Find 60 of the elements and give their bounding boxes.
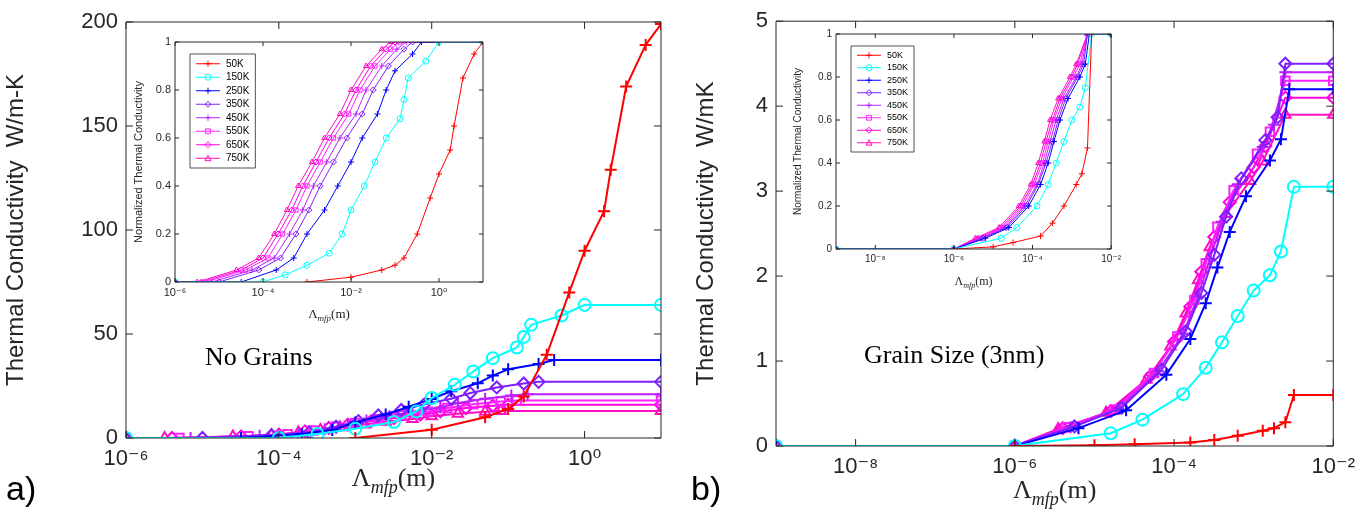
y-tick-label: 1 <box>164 35 171 48</box>
legend-label: 750K <box>226 152 250 163</box>
legend-label: 650K <box>887 124 909 135</box>
x-tick-label: 10⁰ <box>567 445 602 471</box>
x-tick-label: 10⁻² <box>1101 252 1122 264</box>
x-tick-label: 10⁻⁴ <box>256 445 302 471</box>
legend-label: 350K <box>887 87 909 98</box>
y-tick-label: 4 <box>755 92 768 118</box>
x-tick-label: 10⁻² <box>340 285 363 298</box>
y-tick-label: 5 <box>755 7 768 33</box>
legend-label: 550K <box>226 125 250 136</box>
y-axis-title: Thermal Conductivity W/mK <box>691 81 719 386</box>
text: b) <box>691 469 722 507</box>
x-tick-label: 10⁻⁴ <box>251 285 275 298</box>
y-tick-label: 0 <box>164 275 171 288</box>
y-tick-label: 1 <box>826 27 833 39</box>
y-tick-label: 0.4 <box>818 156 833 168</box>
x-tick-label: 10⁻⁴ <box>1151 453 1197 479</box>
text: a) <box>6 469 37 507</box>
y-tick-label: 0.6 <box>818 113 833 125</box>
y-tick-label: 0 <box>755 432 768 458</box>
y-tick-label: 3 <box>755 177 768 203</box>
annotation: No Grains <box>205 342 313 371</box>
legend-label: 450K <box>226 111 250 123</box>
y-axis-title: Normalized Thermal Conductivity <box>791 67 803 216</box>
legend-label: 550K <box>887 112 909 123</box>
y-tick-label: 50 <box>93 320 118 346</box>
x-tick-label: 10⁻⁶ <box>992 453 1038 479</box>
legend-label: 150K <box>887 62 909 73</box>
y-tick-label: 150 <box>81 112 118 138</box>
x-tick-label: 10⁻⁸ <box>832 453 879 479</box>
legend-label: 50K <box>887 49 904 60</box>
y-tick-label: 1 <box>755 347 768 373</box>
y-tick-label: 0.6 <box>155 131 171 144</box>
x-tick-label: 10⁻⁶ <box>163 285 187 298</box>
legend-label: 350K <box>226 98 250 109</box>
legend-label: 450K <box>887 99 909 110</box>
x-tick-label: 10⁰ <box>430 285 448 298</box>
legend-label: 150K <box>226 71 250 82</box>
legend-label: 250K <box>887 74 909 85</box>
y-tick-label: 0 <box>826 242 833 254</box>
legend-label: 50K <box>226 57 245 69</box>
x-tick-label: 10⁻⁶ <box>943 252 965 264</box>
annotation: Grain Size (3nm) <box>864 340 1045 369</box>
x-tick-label: 10⁻² <box>1311 453 1356 479</box>
y-tick-label: 0.8 <box>155 83 171 96</box>
y-tick-label: 0.4 <box>155 179 171 192</box>
y-tick-label: 0.8 <box>818 70 833 82</box>
legend-label: 750K <box>887 137 909 148</box>
y-tick-label: 200 <box>81 8 118 34</box>
y-axis-title: Normalized Thermal Conductivity <box>131 80 144 243</box>
x-tick-label: 10⁻⁸ <box>864 252 886 264</box>
legend-label: 250K <box>226 84 250 96</box>
y-tick-label: 0.2 <box>818 199 833 211</box>
y-tick-label: 2 <box>755 262 768 288</box>
y-tick-label: 100 <box>81 216 118 242</box>
x-tick-label: 10⁻⁴ <box>1022 252 1043 264</box>
y-tick-label: 0.2 <box>155 227 171 240</box>
y-axis-title: Thermal Conductivity W/m-K <box>1 73 29 387</box>
legend-label: 650K <box>226 138 250 150</box>
